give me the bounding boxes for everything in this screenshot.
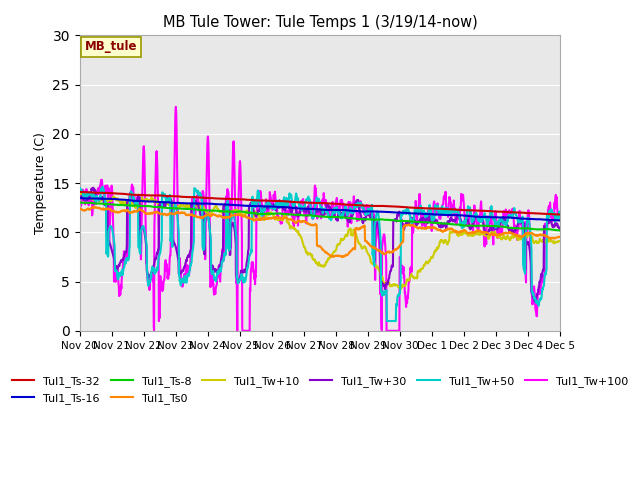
Tul1_Tw+100 [556,215,564,220]
Tul1_Tw+30 [531,299,538,304]
Tul1_Tw+10 [299,239,307,245]
Tul1_Tw+30 [133,200,141,205]
Tul1_Ts-8 [280,211,287,216]
Tul1_Tw+100 [350,193,358,199]
Tul1_Tw+50 [280,195,288,201]
Tul1_Tw+30 [556,228,564,233]
Tul1_Ts0 [91,204,99,210]
Line: Tul1_Ts-16: Tul1_Ts-16 [80,198,560,220]
Tul1_Tw+100 [150,328,158,334]
Tul1_Ts-16 [113,196,121,202]
Tul1_Tw+10 [349,227,357,232]
Tul1_Ts-32 [113,191,121,196]
Tul1_Tw+30 [76,195,84,201]
Tul1_Ts-32 [290,199,298,205]
Tul1_Ts-32 [299,200,307,205]
Tul1_Tw+50 [99,184,106,190]
Tul1_Tw+30 [280,206,288,212]
Tul1_Tw+10 [133,202,141,208]
Line: Tul1_Tw+50: Tul1_Tw+50 [80,187,560,321]
Tul1_Ts-8 [349,216,357,221]
Text: MB_tule: MB_tule [84,40,137,53]
Tul1_Tw+100 [280,201,288,206]
Tul1_Tw+10 [556,238,564,244]
Line: Tul1_Ts-8: Tul1_Ts-8 [80,203,560,230]
Tul1_Ts0 [113,210,121,216]
Tul1_Tw+10 [280,212,288,218]
Tul1_Tw+100 [76,199,84,205]
Tul1_Ts-8 [113,202,121,208]
Tul1_Tw+50 [299,205,307,211]
Tul1_Tw+50 [113,274,121,279]
Tul1_Ts-32 [76,189,84,195]
Tul1_Tw+50 [133,199,141,205]
Tul1_Ts-32 [349,202,357,208]
Tul1_Ts-32 [280,198,288,204]
Line: Tul1_Tw+100: Tul1_Tw+100 [80,107,560,331]
Tul1_Tw+100 [299,197,307,203]
Tul1_Ts-16 [290,205,298,211]
Tul1_Ts-8 [290,212,298,218]
Tul1_Ts-32 [133,192,141,198]
Tul1_Ts0 [299,218,307,224]
Tul1_Tw+30 [349,210,357,216]
Tul1_Tw+10 [79,190,86,196]
Tul1_Tw+30 [113,267,121,273]
Tul1_Tw+30 [290,203,298,208]
Title: MB Tule Tower: Tule Temps 1 (3/19/14-now): MB Tule Tower: Tule Temps 1 (3/19/14-now… [163,15,477,30]
Tul1_Ts-16 [132,198,140,204]
Tul1_Tw+50 [349,209,357,215]
Tul1_Ts-16 [298,206,306,212]
Line: Tul1_Ts0: Tul1_Ts0 [80,207,560,257]
Tul1_Tw+50 [76,185,84,191]
Legend: Tul1_Ts-32, Tul1_Ts-16, Tul1_Ts-8, Tul1_Ts0, Tul1_Tw+10, Tul1_Tw+30, Tul1_Tw+50,: Tul1_Ts-32, Tul1_Ts-16, Tul1_Ts-8, Tul1_… [7,372,633,408]
Tul1_Tw+50 [383,318,390,324]
Tul1_Tw+10 [396,287,404,292]
Tul1_Ts-8 [76,200,84,205]
Tul1_Ts0 [350,246,358,252]
Tul1_Tw+10 [290,225,298,230]
Tul1_Tw+30 [299,205,307,211]
Tul1_Tw+100 [291,218,298,224]
Tul1_Ts0 [338,254,346,260]
Line: Tul1_Ts-32: Tul1_Ts-32 [80,192,560,215]
Tul1_Ts0 [76,206,84,212]
Tul1_Tw+30 [90,185,97,191]
Tul1_Tw+50 [290,204,298,210]
Tul1_Tw+100 [172,104,180,110]
Tul1_Ts-8 [132,203,140,208]
Tul1_Ts-16 [76,195,84,201]
Line: Tul1_Tw+10: Tul1_Tw+10 [80,193,560,289]
Tul1_Ts0 [290,218,298,224]
Tul1_Ts-16 [349,208,357,214]
Tul1_Ts-32 [556,212,564,217]
Tul1_Ts0 [280,215,288,221]
Tul1_Ts0 [133,209,141,215]
Tul1_Tw+50 [556,215,564,221]
Tul1_Tw+100 [113,265,121,271]
Tul1_Ts-8 [298,212,306,218]
Tul1_Ts-8 [556,228,564,233]
Line: Tul1_Tw+30: Tul1_Tw+30 [80,188,560,301]
Tul1_Tw+10 [113,195,121,201]
Tul1_Ts-32 [76,189,84,195]
Y-axis label: Temperature (C): Temperature (C) [34,132,47,234]
Tul1_Ts0 [556,234,564,240]
Tul1_Ts-16 [280,204,287,210]
Tul1_Tw+10 [76,192,84,197]
Tul1_Ts-16 [556,217,564,223]
Tul1_Tw+100 [132,200,140,206]
